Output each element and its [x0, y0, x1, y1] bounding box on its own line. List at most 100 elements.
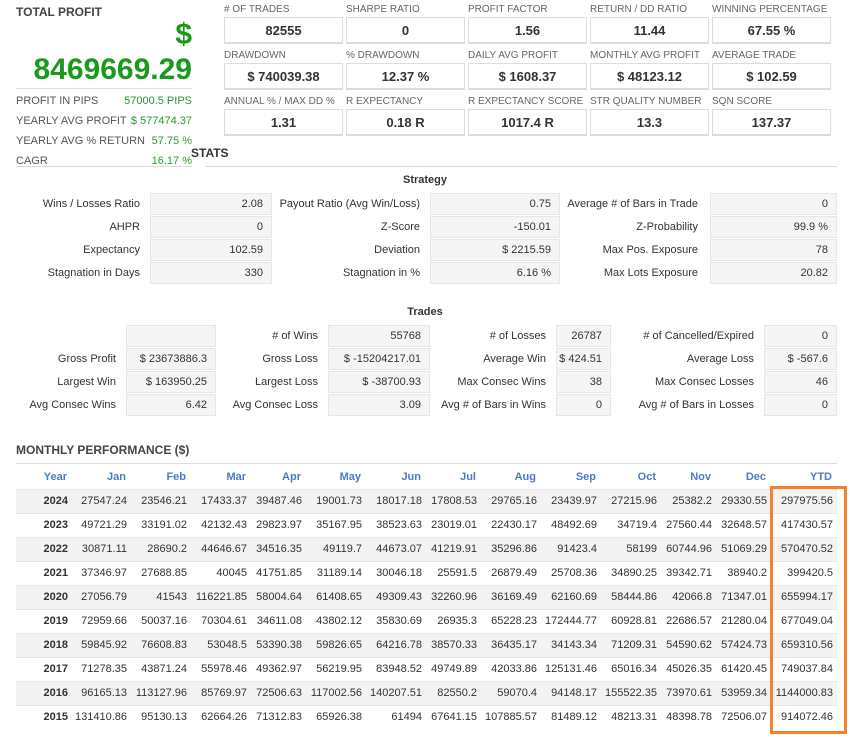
summary-row: PROFIT IN PIPS 57000.5 PIPS	[16, 95, 192, 107]
month-cell: 30871.11	[72, 536, 131, 561]
strategy-stat-value: 0.75	[430, 193, 560, 215]
month-cell: 32260.96	[426, 584, 481, 609]
month-cell: 57424.73	[716, 632, 771, 657]
trades-stat-label: Avg # of Bars in Losses	[638, 399, 754, 411]
month-cell: 49362.97	[251, 656, 306, 681]
monthly-performance-title: MONTHLY PERFORMANCE ($)	[16, 443, 190, 457]
trades-stat-label: # of Losses	[489, 330, 546, 342]
month-cell: 76608.83	[131, 632, 191, 657]
metric-label: DRAWDOWN	[224, 50, 286, 61]
strategy-stat-label: Expectancy	[83, 244, 140, 256]
month-cell: 72959.66	[72, 608, 131, 633]
column-header-jun[interactable]: Jun	[401, 471, 421, 484]
month-cell: 32648.57	[716, 512, 771, 537]
month-cell: 31189.14	[306, 560, 366, 585]
trades-stat-label: Gross Profit	[57, 353, 116, 365]
month-cell: 91423.4	[541, 536, 601, 561]
year-cell: 2019	[16, 608, 72, 633]
total-profit-value: 8469669.29	[33, 53, 193, 86]
summary-label: YEARLY AVG PROFIT	[16, 115, 127, 127]
metric-card: R EXPECTANCY SCORE 1017.4 R	[468, 95, 587, 136]
trades-stat-value: $ 23673886.3	[126, 348, 216, 370]
metric-value: 11.44	[590, 17, 709, 44]
metric-label: ANNUAL % / MAX DD %	[224, 96, 335, 107]
month-cell: 60928.81	[601, 608, 661, 633]
strategy-stat-value: 330	[150, 262, 272, 284]
trades-stat-label: Avg # of Bars in Wins	[441, 399, 546, 411]
month-cell: 27547.24	[72, 488, 131, 513]
month-cell: 27215.96	[601, 488, 661, 513]
divider	[16, 88, 192, 89]
column-header-jan[interactable]: Jan	[107, 471, 126, 484]
month-cell: 53959.34	[716, 680, 771, 705]
metric-label: R EXPECTANCY SCORE	[468, 96, 584, 107]
month-cell: 65926.38	[306, 704, 366, 729]
divider	[205, 166, 837, 167]
month-cell: 54590.62	[661, 632, 716, 657]
month-cell: 81489.12	[541, 704, 601, 729]
month-cell: 49749.89	[426, 656, 481, 681]
trades-stat-label: # of Cancelled/Expired	[643, 330, 754, 342]
month-cell: 95130.13	[131, 704, 191, 729]
ytd-cell: 914072.46	[771, 704, 837, 729]
trades-stat-value: 3.09	[328, 394, 430, 416]
trades-stat-value: $ 163950.25	[126, 371, 216, 393]
month-cell: 61420.45	[716, 656, 771, 681]
month-cell: 83948.52	[366, 656, 426, 681]
month-cell: 17808.53	[426, 488, 481, 513]
column-header-oct[interactable]: Oct	[637, 471, 656, 484]
metric-card: DRAWDOWN $ 740039.38	[224, 49, 343, 90]
metric-value: 12.37 %	[346, 63, 465, 90]
metric-card: SHARPE RATIO 0	[346, 3, 465, 44]
table-row: 2022 30871.11 28690.2 44646.67 34516.35 49119…	[16, 536, 837, 561]
month-cell: 94148.17	[541, 680, 601, 705]
strategy-stat-label: Z-Score	[380, 221, 420, 233]
column-header-jul[interactable]: Jul	[460, 471, 476, 484]
metric-value: 82555	[224, 17, 343, 44]
month-cell: 71347.01	[716, 584, 771, 609]
month-cell: 48213.31	[601, 704, 661, 729]
metric-card: AVERAGE TRADE $ 102.59	[712, 49, 831, 90]
column-header-mar[interactable]: Mar	[226, 471, 246, 484]
month-cell: 43802.12	[306, 608, 366, 633]
month-cell: 35296.86	[481, 536, 541, 561]
column-header-may[interactable]: May	[339, 471, 361, 484]
strategy-stat-label: Average # of Bars in Trade	[567, 198, 698, 210]
month-cell: 29765.16	[481, 488, 541, 513]
month-cell: 49119.7	[306, 536, 366, 561]
month-cell: 125131.46	[541, 656, 601, 681]
strategy-stat-value: 2.08	[150, 193, 272, 215]
month-cell: 29823.97	[251, 512, 306, 537]
strategy-stat-value: 102.59	[150, 239, 272, 261]
trades-stat-value: 0	[556, 394, 611, 416]
month-cell: 59845.92	[72, 632, 131, 657]
strategy-stat-value: 20.82	[710, 262, 837, 284]
month-cell: 131410.86	[72, 704, 131, 729]
month-cell: 59070.4	[481, 680, 541, 705]
summary-value: $ 577474.37	[130, 115, 192, 127]
metric-card: R EXPECTANCY 0.18 R	[346, 95, 465, 136]
ytd-cell: 655994.17	[771, 584, 837, 609]
month-cell: 58444.86	[601, 584, 661, 609]
strategy-title: Strategy	[402, 174, 448, 186]
trades-stat-value: 55768	[328, 325, 430, 347]
column-header-apr[interactable]: Apr	[282, 471, 301, 484]
month-cell: 34890.25	[601, 560, 661, 585]
column-header-sep[interactable]: Sep	[575, 471, 596, 484]
month-cell: 60744.96	[661, 536, 716, 561]
year-cell: 2017	[16, 656, 72, 681]
total-profit-label: TOTAL PROFIT	[16, 5, 102, 19]
column-header-year[interactable]: Year	[43, 471, 67, 484]
column-header-feb[interactable]: Feb	[166, 471, 186, 484]
column-header-dec[interactable]: Dec	[745, 471, 766, 484]
strategy-stat-label: Stagnation in Days	[47, 267, 140, 279]
strategy-stat-label: Payout Ratio (Avg Win/Loss)	[279, 198, 420, 210]
month-cell: 48492.69	[541, 512, 601, 537]
ytd-cell: 749037.84	[771, 656, 837, 681]
summary-row: CAGR 16.17 %	[16, 155, 192, 167]
column-header-ytd[interactable]: YTD	[810, 471, 832, 484]
trades-stat-value	[126, 325, 216, 347]
table-row: 2023 49721.29 33191.02 42132.43 29823.97 3516…	[16, 512, 837, 537]
column-header-aug[interactable]: Aug	[514, 471, 536, 484]
column-header-nov[interactable]: Nov	[690, 471, 711, 484]
